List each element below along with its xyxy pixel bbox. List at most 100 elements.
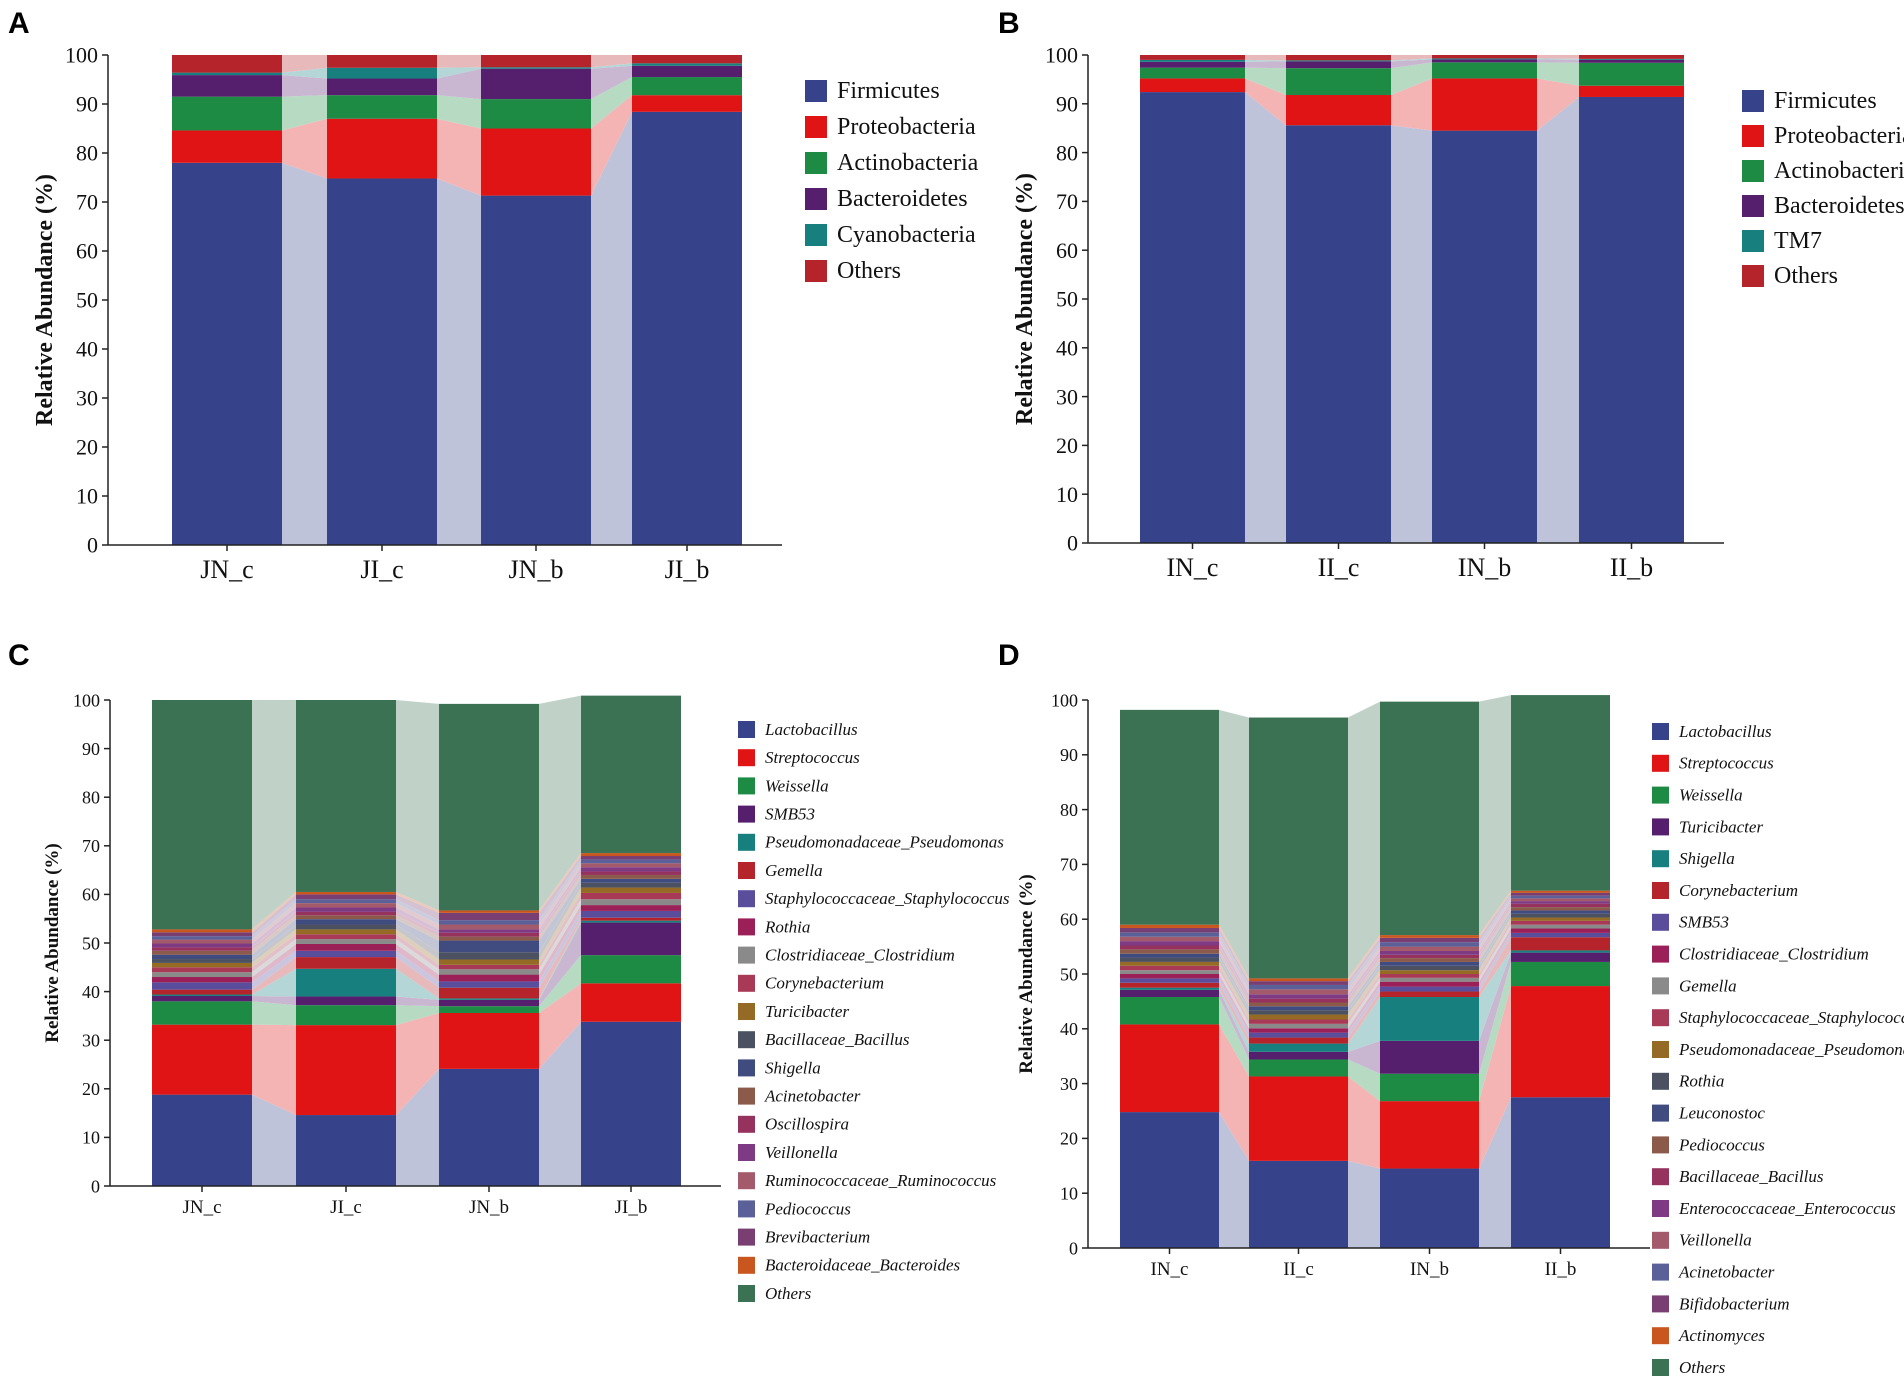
connector-band xyxy=(1219,941,1249,999)
y-tick-label: 10 xyxy=(76,484,98,509)
y-tick-label: 60 xyxy=(1056,238,1078,263)
bar-segment xyxy=(632,55,742,64)
y-tick-label: 10 xyxy=(82,1128,100,1148)
bar-segment xyxy=(1511,895,1610,899)
bar-segment xyxy=(296,894,396,900)
bar-segment xyxy=(1120,945,1219,950)
y-tick-label: 100 xyxy=(73,690,100,710)
legend-label: Pseudomonadaceae_Pseudomonas xyxy=(764,833,1004,852)
bar-segment xyxy=(1249,1032,1348,1038)
connector-band xyxy=(1348,942,1380,990)
connector-band xyxy=(1479,986,1511,1169)
bar-segment xyxy=(1511,932,1610,938)
y-tick-label: 80 xyxy=(1060,800,1078,820)
bar-segment xyxy=(1249,1051,1348,1060)
bar-segment xyxy=(296,996,396,1006)
y-tick-label: 90 xyxy=(76,92,98,117)
legend-swatch xyxy=(1652,1231,1669,1249)
y-tick-label: 100 xyxy=(1045,43,1078,68)
panel-C: C 0 10 20 30 40 50 60 70 80 90 100 JN_c JI_c JN_b JI_b R… xyxy=(8,639,1010,1303)
legend-swatch xyxy=(738,1115,755,1133)
connector-band xyxy=(1219,927,1249,985)
legend-label: Shigella xyxy=(1679,849,1735,868)
legend-swatch xyxy=(738,1087,755,1105)
y-axis-label: Relative Abundance (%) xyxy=(32,174,58,426)
legend-swatch xyxy=(1652,1104,1669,1122)
bar-segment xyxy=(172,72,282,76)
bar-segment xyxy=(152,1024,252,1095)
y-tick-label: 100 xyxy=(1051,690,1078,710)
x-tick-label: JI_b xyxy=(665,555,710,584)
legend-label: Bifidobacterium xyxy=(1679,1294,1789,1313)
bar-segment xyxy=(1380,1168,1479,1248)
bar-segment xyxy=(439,703,539,911)
connector-band xyxy=(1479,898,1511,951)
connector-band xyxy=(1479,928,1511,987)
bar-segment xyxy=(296,957,396,969)
y-axis-label: Relative Abundance (%) xyxy=(42,843,63,1043)
bar-segment xyxy=(1579,59,1684,63)
bar-segment xyxy=(481,68,591,100)
connector-band xyxy=(1245,61,1286,69)
bar-segment xyxy=(1380,965,1479,971)
connector-band xyxy=(396,907,439,933)
bar-segment xyxy=(1140,55,1245,60)
bar-segment xyxy=(632,111,742,545)
bar-segment xyxy=(1380,958,1479,962)
connector-band xyxy=(1348,1059,1380,1102)
connector-band xyxy=(1348,997,1380,1052)
legend-swatch xyxy=(738,1228,755,1246)
bar-segment xyxy=(1380,981,1479,987)
legend-label: Veillonella xyxy=(1679,1231,1752,1250)
bar-segment xyxy=(296,1115,396,1186)
bar-segment xyxy=(296,939,396,944)
legend-swatch xyxy=(1652,977,1669,995)
bar-segment xyxy=(296,929,396,935)
bar-segment xyxy=(296,919,396,925)
connector-band xyxy=(1348,977,1380,1029)
bar-segment xyxy=(296,924,396,930)
bar-segment xyxy=(1120,949,1219,954)
bar-segment xyxy=(581,695,681,854)
bar-segment xyxy=(1120,997,1219,1025)
bar-segment xyxy=(152,982,252,990)
bar-segment xyxy=(581,863,681,868)
bar-segment xyxy=(152,967,252,973)
bar-segment xyxy=(1380,997,1479,1041)
connector-band xyxy=(252,929,296,968)
bar-segment xyxy=(296,903,396,908)
connector-band xyxy=(252,934,296,973)
bar-segment xyxy=(439,999,539,1007)
bar-segment xyxy=(1249,1010,1348,1015)
legend-label: Others xyxy=(765,1284,812,1303)
bar-segment xyxy=(327,55,437,68)
bar-segment xyxy=(1511,1097,1610,1248)
connector-band xyxy=(437,68,481,100)
legend-swatch xyxy=(738,721,755,738)
connector-band xyxy=(539,899,581,975)
bar-segment xyxy=(1120,965,1219,971)
bar-segment xyxy=(1120,709,1219,925)
bar-segment xyxy=(439,932,539,937)
y-tick-label: 0 xyxy=(91,1176,100,1196)
connector-band xyxy=(1219,965,1249,1024)
connector-band xyxy=(539,871,581,937)
legend-swatch xyxy=(1652,1009,1669,1027)
legend-swatch xyxy=(1652,1295,1669,1313)
legend-label: Others xyxy=(1679,1358,1726,1377)
bar-segment xyxy=(1579,85,1684,97)
connector-band xyxy=(1348,958,1380,1007)
connector-band xyxy=(1219,989,1249,1060)
connector-band xyxy=(252,911,296,951)
bar-segment xyxy=(581,892,681,900)
connector-band xyxy=(1391,55,1432,61)
axes: 0 10 20 30 40 50 60 70 80 90 100 IN_c II_c IN_b II_b Re… xyxy=(1016,690,1650,1280)
bar-segment xyxy=(632,65,742,78)
bar-segment xyxy=(581,882,681,888)
legend-swatch xyxy=(805,152,827,174)
connector-band xyxy=(396,891,439,913)
legend-label: Clostridiaceae_Clostridium xyxy=(765,946,955,965)
bar-segment xyxy=(1511,903,1610,908)
bar-segment xyxy=(1120,932,1219,937)
bar-segment xyxy=(1511,913,1610,918)
